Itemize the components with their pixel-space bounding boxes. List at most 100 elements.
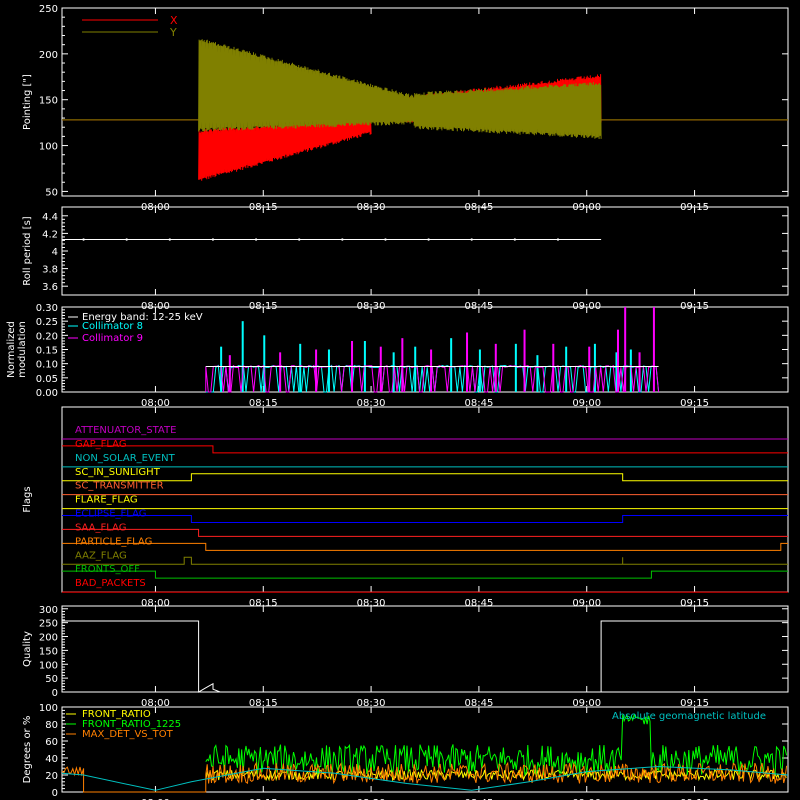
legend-label: MAX_DET_VS_TOT	[82, 729, 174, 740]
flag-gap-flag: GAP_FLAG	[62, 439, 788, 454]
y-tick-label: 40	[45, 754, 58, 765]
y-tick-label: 300	[39, 605, 58, 616]
modulation-peak	[536, 355, 539, 392]
y-tick-label: 3.6	[42, 282, 58, 293]
modulation-peak	[430, 349, 433, 392]
series-y	[62, 39, 788, 140]
y-tick-label: 60	[45, 737, 58, 748]
x-tick-label: 08:30	[357, 398, 386, 409]
y-tick-label: 250	[39, 4, 58, 15]
modulation-peak	[279, 352, 282, 392]
flag-label: SC_TRANSMITTER	[75, 481, 164, 492]
flag-label: SAA_FLAG	[75, 522, 126, 533]
y-axis-label: Degrees or %	[22, 716, 33, 784]
y-tick-label: 0.15	[36, 346, 58, 357]
legend-label: FRONT_RATIO_1225	[82, 719, 181, 730]
flag-line	[62, 445, 788, 454]
x-tick-label: 08:00	[141, 798, 170, 800]
modulation-peak	[494, 343, 497, 392]
x-tick-label: 08:15	[249, 398, 278, 409]
x-tick-label: 08:45	[464, 698, 493, 709]
x-tick-label: 08:15	[249, 798, 278, 800]
series-line	[205, 713, 788, 777]
y-tick-label: 4.4	[42, 212, 58, 223]
x-tick-label: 08:00	[141, 398, 170, 409]
y-tick-label: 200	[39, 50, 58, 61]
y-axis-label: Flags	[22, 486, 33, 512]
flag-aaz-flag: AAZ_FLAG	[62, 550, 788, 565]
series-line	[61, 765, 789, 791]
modulation-peak	[514, 343, 517, 392]
flag-attenuator-state: ATTENUATOR_STATE	[62, 425, 788, 440]
modulation-peak	[315, 349, 318, 392]
panel-4: 08:00 08:15 08:30 08:45 09:00 09:15 Flags ATTEN…	[22, 406, 789, 609]
x-tick-label: 09:15	[680, 698, 709, 709]
modulation-peak	[327, 349, 330, 392]
flag-label: ATTENUATOR_STATE	[75, 425, 176, 436]
series-line	[61, 761, 788, 793]
flag-line	[62, 515, 788, 523]
flag-particle-flag: PARTICLE_FLAG	[62, 536, 788, 551]
y-tick-label: 250	[39, 619, 58, 630]
x-tick-label: 09:00	[572, 798, 601, 800]
y-tick-label: 4.2	[42, 229, 58, 240]
modulation-peak	[478, 349, 481, 392]
y-tick-label: 0.30	[36, 303, 58, 314]
modulation-peak	[466, 332, 469, 392]
y-axis-label: Quality	[22, 631, 33, 667]
data-point	[125, 238, 128, 241]
data-point	[168, 238, 172, 241]
annotation-label: Absolute geomagnetic latitude	[612, 711, 766, 722]
plot-frame	[61, 7, 789, 197]
flag-label: NON_SOLAR_EVENT	[75, 453, 176, 464]
y-tick-label: 20	[45, 771, 58, 782]
y-tick-label: 100	[39, 660, 58, 671]
flag-sc-transmitter: SC_TRANSMITTER	[62, 481, 788, 496]
y-tick-label: 100	[39, 703, 58, 714]
modulation-peak	[450, 338, 453, 392]
flag-line	[62, 542, 788, 551]
panel-3: 08:00 08:15 08:30 08:45 09:00 09:15 Normalized…	[6, 303, 789, 409]
plot-frame	[61, 605, 789, 693]
y-tick-label: 0.00	[36, 388, 58, 399]
modulation-peak	[624, 307, 627, 392]
panel-5: 08:00 08:15 08:30 08:45 09:00 09:15 Quality 0 50…	[22, 605, 789, 709]
data-point	[211, 238, 215, 241]
data-point	[82, 238, 85, 241]
flag-flare-flag: FLARE_FLAG	[62, 495, 788, 510]
data-point	[341, 238, 344, 241]
x-tick-label: 08:30	[357, 598, 386, 609]
flag-label: FRONTS_OFF	[75, 564, 140, 575]
x-tick-label: 09:15	[680, 798, 709, 800]
y-tick-label: 80	[45, 720, 58, 731]
modulation-peak	[565, 346, 568, 392]
modulation-peak	[414, 346, 417, 392]
x-tick-label: 08:15	[249, 698, 278, 709]
flag-line	[62, 473, 788, 482]
series-front-ratio-1225	[205, 713, 788, 777]
modulation-peak	[652, 307, 655, 392]
flag-label: FLARE_FLAG	[75, 495, 138, 506]
modulation-peak	[241, 321, 244, 392]
flag-label: ECLIPSE_FLAG	[75, 509, 146, 520]
legend-label: FRONT_RATIO	[82, 709, 151, 720]
series-absolute-geomagnetic-latitude	[61, 765, 789, 791]
y-tick-label: 0.20	[36, 331, 58, 342]
y-tick-label: 50	[45, 674, 58, 685]
panel-6: 08:00 08:15 08:30 08:45 09:00 09:15 Degrees or…	[22, 703, 789, 800]
modulation-peak	[523, 329, 526, 392]
modulation-peak	[615, 352, 618, 392]
series-max-det-vs-tot	[61, 761, 788, 793]
modulation-peak	[401, 338, 404, 392]
legend-label: Y	[169, 26, 177, 39]
y-tick-label: 50	[45, 187, 58, 198]
x-tick-label: 08:45	[464, 798, 493, 800]
plot-frame	[61, 206, 789, 296]
x-tick-label: 08:00	[141, 698, 170, 709]
modulation-peak	[629, 349, 632, 392]
y-tick-label: 3.8	[42, 265, 58, 276]
modulation-peak	[588, 346, 591, 392]
legend-label: Collimator 9	[82, 333, 143, 344]
